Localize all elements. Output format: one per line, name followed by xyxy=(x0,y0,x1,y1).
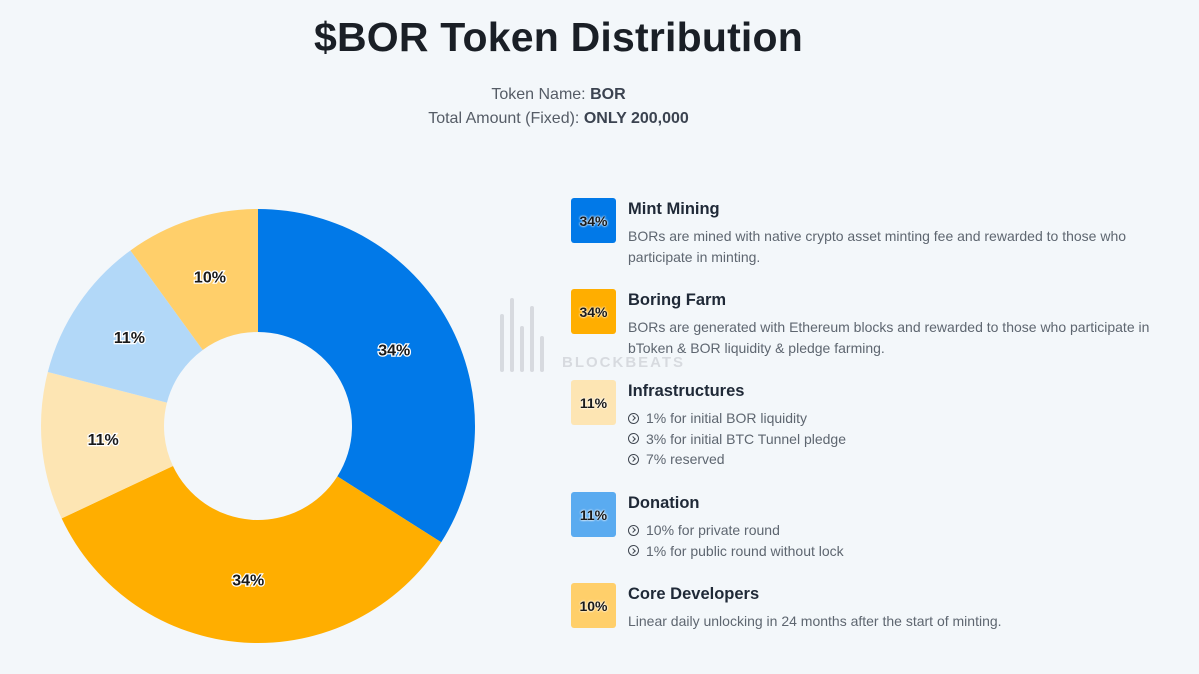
token-name-label: Token Name: xyxy=(491,86,586,103)
legend-title: Infrastructures xyxy=(628,382,745,400)
donut-slice xyxy=(258,209,475,543)
watermark-bars-icon xyxy=(498,298,548,372)
legend-title: Donation xyxy=(628,494,700,512)
page-title: $BOR Token Distribution xyxy=(313,14,803,60)
legend-sub-item: 7% reserved xyxy=(628,449,1158,470)
legend-description: 1% for initial BOR liquidity 3% for initi… xyxy=(628,408,1158,470)
legend-sub-text: 3% for initial BTC Tunnel pledge xyxy=(646,430,846,447)
total-amount-label: Total Amount (Fixed): xyxy=(428,110,580,127)
legend-badge: 11% xyxy=(571,492,616,537)
donut-slice xyxy=(47,250,203,403)
slice-label: 11% xyxy=(114,330,145,347)
legend-sub-text: 1% for initial BOR liquidity xyxy=(646,410,808,426)
chevron-circle-icon xyxy=(628,433,639,445)
legend-badge: 11% xyxy=(571,380,616,425)
total-amount-value: ONLY 200,000 xyxy=(583,110,689,127)
legend-description: Linear daily unlocking in 24 months afte… xyxy=(628,613,1002,629)
legend-sub-item: 3% for initial BTC Tunnel pledge xyxy=(628,429,1158,450)
legend-description: BORs are mined with native crypto asset … xyxy=(628,228,1127,265)
legend-badge: 10% xyxy=(571,583,616,628)
legend-badge: 34% xyxy=(571,289,616,334)
legend-title: Core Developers xyxy=(628,585,760,603)
legend-title: Mint Mining xyxy=(628,200,720,218)
legend-sub-item: 1% for public round without lock xyxy=(628,541,1158,562)
legend-description: 10% for private round 1% for public round… xyxy=(628,520,1158,561)
legend-sub-item: 1% for initial BOR liquidity xyxy=(628,408,1158,429)
legend-badge: 34% xyxy=(571,198,616,243)
legend-sub-text: 10% for private round xyxy=(646,522,780,538)
chevron-circle-icon xyxy=(628,524,639,536)
donut-chart-svg: 34% 34% 11% 11% 10% xyxy=(40,209,475,643)
donut-chart: 34% 34% 11% 11% 10% xyxy=(20,190,500,660)
slice-label: 11% xyxy=(88,432,119,449)
legend-sub-text: 7% reserved xyxy=(646,451,725,467)
legend-title: Boring Farm xyxy=(628,291,727,309)
chevron-circle-icon xyxy=(628,453,639,465)
token-name-line: Token Name: BOR xyxy=(0,86,1117,104)
total-amount-line: Total Amount (Fixed): ONLY 200,000 xyxy=(0,110,1117,128)
slice-label: 34% xyxy=(378,342,410,359)
legend-sub-item: 10% for private round xyxy=(628,520,1158,541)
chevron-circle-icon xyxy=(628,412,639,424)
slice-label: 10% xyxy=(194,269,226,286)
donut-slice xyxy=(40,372,173,519)
donut-slice xyxy=(61,466,442,643)
token-name-value: BOR xyxy=(590,86,626,103)
legend-sub-text: 1% for public round without lock xyxy=(646,542,844,559)
chevron-circle-icon xyxy=(628,545,639,557)
donut-slice xyxy=(130,209,258,350)
legend-description: BORs are generated with Ethereum blocks … xyxy=(628,319,1150,356)
slice-label: 34% xyxy=(232,572,264,589)
